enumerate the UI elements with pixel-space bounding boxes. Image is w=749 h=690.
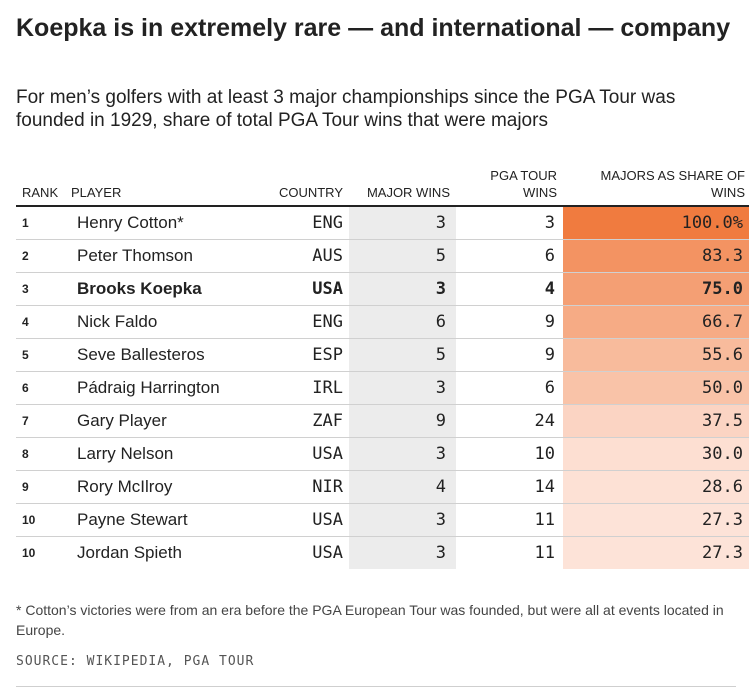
- country-cell: USA: [248, 503, 349, 537]
- rank-cell: 9: [16, 470, 65, 504]
- share-cell: 37.5: [563, 404, 749, 438]
- player-cell: Payne Stewart: [65, 503, 248, 537]
- share-cell: 55.6: [563, 338, 749, 372]
- country-cell: NIR: [248, 470, 349, 504]
- major-wins-cell: 9: [349, 404, 456, 438]
- player-cell: Jordan Spieth: [77, 543, 182, 562]
- player-cell: Pádraig Harrington: [65, 371, 248, 405]
- player-cell: Nick Faldo: [65, 305, 248, 339]
- table-row: 9 Rory McIlroy NIR 4 14 28.6: [16, 470, 749, 504]
- rank-cell: 3: [16, 272, 65, 306]
- pga-wins-cell: 6: [456, 239, 563, 273]
- col-player-header: PLAYER: [65, 163, 248, 207]
- player-cell: Rory McIlroy: [65, 470, 248, 504]
- table-row: 1 Henry Cotton* ENG 3 3 100.0%: [16, 206, 749, 240]
- player-cell: Peter Thomson: [65, 239, 248, 273]
- player-cell: Seve Ballesteros: [65, 338, 248, 372]
- country-cell: ZAF: [248, 404, 349, 438]
- footnote: * Cotton’s victories were from an era be…: [16, 602, 724, 638]
- table-row: 10 Jordan Spieth USA 3 11 27.3: [16, 536, 749, 569]
- player-cell: Gary Player: [65, 404, 248, 438]
- header-row: RANK PLAYER COUNTRY MAJOR WINS PGA TOUR …: [16, 163, 749, 207]
- country-cell: USA: [248, 272, 349, 306]
- share-cell: 28.6: [563, 470, 749, 504]
- major-wins-cell: 3: [349, 437, 456, 471]
- chart-subtitle: For men’s golfers with at least 3 major …: [16, 87, 676, 131]
- bottom-divider: [16, 686, 736, 687]
- country-cell: USA: [248, 437, 349, 471]
- major-wins-cell: 3: [349, 206, 456, 240]
- country-cell: IRL: [248, 371, 349, 405]
- table-row: 5 Seve Ballesteros ESP 5 9 55.6: [16, 338, 749, 372]
- share-cell: 83.3: [563, 239, 749, 273]
- pga-wins-cell: 9: [456, 338, 563, 372]
- table-row: 2 Peter Thomson AUS 5 6 83.3: [16, 239, 749, 273]
- rank-cell: 1: [16, 206, 65, 240]
- pga-wins-cell: 11: [534, 543, 555, 563]
- major-wins-cell: 3: [349, 503, 456, 537]
- rank-cell: 7: [16, 404, 65, 438]
- major-wins-cell: 3: [349, 371, 456, 405]
- country-cell: USA: [312, 543, 343, 563]
- col-pga-wins-header: PGA TOUR WINS: [456, 163, 563, 207]
- major-wins-cell: 6: [349, 305, 456, 339]
- share-cell: 27.3: [563, 536, 749, 569]
- rank-cell: 5: [16, 338, 65, 372]
- country-cell: AUS: [248, 239, 349, 273]
- col-major-wins-header: MAJOR WINS: [349, 163, 456, 207]
- share-cell: 100.0%: [563, 206, 749, 240]
- pga-wins-cell: 6: [456, 371, 563, 405]
- major-wins-cell: 3: [349, 272, 456, 306]
- pga-wins-cell: 11: [456, 503, 563, 537]
- country-cell: ENG: [248, 305, 349, 339]
- country-cell: ENG: [248, 206, 349, 240]
- major-wins-cell: 5: [349, 338, 456, 372]
- table-row: 6 Pádraig Harrington IRL 3 6 50.0: [16, 371, 749, 405]
- col-share-header: MAJORS AS SHARE OF WINS: [563, 163, 749, 207]
- pga-wins-cell: 4: [456, 272, 563, 306]
- major-wins-cell: 5: [349, 239, 456, 273]
- share-cell: 27.3: [563, 503, 749, 537]
- share-cell: 30.0: [563, 437, 749, 471]
- table-body: 1 Henry Cotton* ENG 3 3 100.0% 2 Peter Thomson A…: [16, 206, 749, 569]
- pga-wins-cell: 3: [456, 206, 563, 240]
- col-rank-header: RANK: [16, 163, 65, 207]
- rank-cell: 10: [22, 546, 36, 560]
- rank-cell: 2: [16, 239, 65, 273]
- player-cell: Henry Cotton*: [65, 206, 248, 240]
- chart-title: Koepka is in extremely rare — and intern…: [16, 14, 731, 42]
- pga-wins-cell: 9: [456, 305, 563, 339]
- player-cell: Larry Nelson: [65, 437, 248, 471]
- rank-cell: 6: [16, 371, 65, 405]
- col-country-header: COUNTRY: [248, 163, 349, 207]
- table-row: 8 Larry Nelson USA 3 10 30.0: [16, 437, 749, 471]
- rank-cell: 4: [16, 305, 65, 339]
- share-cell: 50.0: [563, 371, 749, 405]
- table-row: 7 Gary Player ZAF 9 24 37.5: [16, 404, 749, 438]
- majors-table: RANK PLAYER COUNTRY MAJOR WINS PGA TOUR …: [16, 163, 749, 569]
- source-line: SOURCE: WIKIPEDIA, PGA TOUR: [16, 654, 255, 669]
- major-wins-cell: 4: [349, 470, 456, 504]
- share-cell: 66.7: [563, 305, 749, 339]
- rank-cell: 8: [16, 437, 65, 471]
- share-cell: 75.0: [563, 272, 749, 306]
- pga-wins-cell: 10: [456, 437, 563, 471]
- pga-wins-cell: 14: [456, 470, 563, 504]
- table-row: 3 Brooks Koepka USA 3 4 75.0: [16, 272, 749, 306]
- rank-cell: 10: [16, 503, 65, 537]
- country-cell: ESP: [248, 338, 349, 372]
- table-row: 10 Payne Stewart USA 3 11 27.3: [16, 503, 749, 537]
- table-row: 4 Nick Faldo ENG 6 9 66.7: [16, 305, 749, 339]
- player-cell: Brooks Koepka: [65, 272, 248, 306]
- pga-wins-cell: 24: [456, 404, 563, 438]
- major-wins-cell: 3: [349, 536, 456, 569]
